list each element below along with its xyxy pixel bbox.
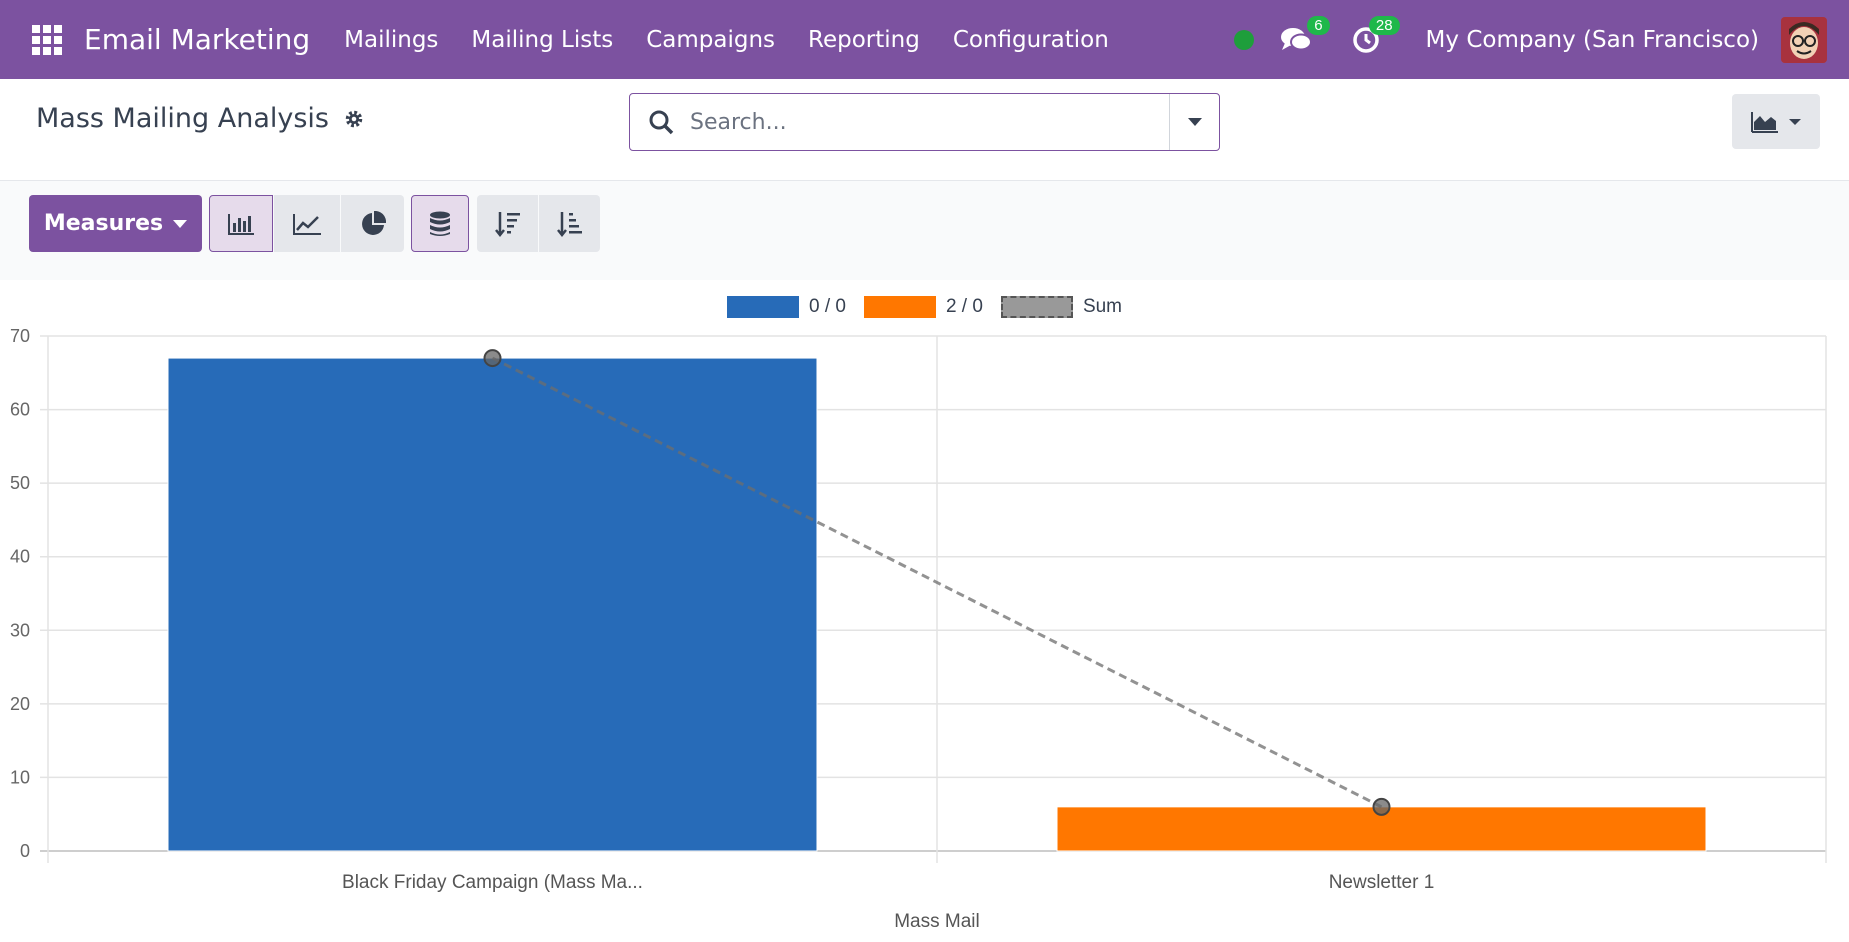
line-chart-icon xyxy=(293,213,321,235)
chart-legend: 0 / 0 2 / 0 Sum xyxy=(0,296,1849,318)
x-tick-label: Black Friday Campaign (Mass Ma... xyxy=(342,872,643,893)
search-input[interactable] xyxy=(690,109,1150,135)
messages-count-badge: 6 xyxy=(1307,15,1330,35)
sum-point[interactable] xyxy=(483,349,502,368)
navbar-systray: 6 28 My Company (San Francisco) xyxy=(1233,0,1849,79)
x-axis-title: Mass Mail xyxy=(894,911,980,932)
user-avatar[interactable] xyxy=(1781,16,1827,63)
bar-chart: 0 10 20 30 40 50 60 70 Black Friday Campaign (Ma… xyxy=(10,326,1827,932)
messages-button[interactable]: 6 xyxy=(1276,15,1330,60)
x-tick-label: Newsletter 1 xyxy=(1329,872,1435,893)
search-options-toggle[interactable] xyxy=(1169,94,1219,150)
activities-count-badge: 28 xyxy=(1368,15,1400,35)
view-switcher-button[interactable] xyxy=(1732,94,1820,149)
y-tick-label: 20 xyxy=(10,694,30,714)
y-tick-label: 60 xyxy=(10,400,30,420)
pie-chart-icon xyxy=(361,210,386,235)
bar-chart-icon xyxy=(228,213,254,235)
sort-descending-icon xyxy=(494,211,520,237)
presence-status-icon xyxy=(1233,29,1254,50)
chevron-down-icon xyxy=(1187,118,1202,126)
menu-campaigns[interactable]: Campaigns xyxy=(646,26,776,53)
y-tick-label: 10 xyxy=(10,767,30,787)
graph-view: 0 / 0 2 / 0 Sum 0 10 20 30 40 50 60 70 Black Fri… xyxy=(0,280,1849,942)
chat-icon xyxy=(1280,27,1312,50)
page-title: Mass Mailing Analysis xyxy=(36,103,365,134)
y-tick-label: 30 xyxy=(10,620,30,640)
y-tick-label: 40 xyxy=(10,547,30,567)
legend-label-series-1: 0 / 0 xyxy=(808,296,846,317)
legend-item-sum[interactable]: Sum xyxy=(1000,296,1123,318)
legend-item-series-1[interactable]: 0 / 0 xyxy=(726,296,846,318)
sum-point[interactable] xyxy=(1372,797,1391,816)
pie-chart-button[interactable] xyxy=(341,195,404,252)
clock-icon xyxy=(1352,26,1379,53)
chevron-down-icon xyxy=(1789,118,1801,125)
search-bar xyxy=(629,93,1220,151)
legend-swatch-series-2 xyxy=(863,296,936,318)
apps-grid-icon[interactable] xyxy=(32,24,62,55)
page-title-text: Mass Mailing Analysis xyxy=(36,103,329,134)
area-chart-icon xyxy=(1751,111,1778,133)
sort-ascending-icon xyxy=(556,211,582,237)
sort-descending-button[interactable] xyxy=(477,195,538,252)
app-title[interactable]: Email Marketing xyxy=(84,23,311,56)
measures-label: Measures xyxy=(43,211,164,236)
sort-ascending-button[interactable] xyxy=(539,195,600,252)
bar-chart-button[interactable] xyxy=(209,195,273,252)
menu-mailing-lists[interactable]: Mailing Lists xyxy=(471,26,614,53)
y-tick-label: 50 xyxy=(10,473,30,493)
measures-dropdown-button[interactable]: Measures xyxy=(29,195,202,252)
search-icon xyxy=(649,110,674,135)
activities-button[interactable]: 28 xyxy=(1346,15,1400,60)
control-panel: Mass Mailing Analysis xyxy=(0,79,1849,181)
menu-configuration[interactable]: Configuration xyxy=(952,26,1109,53)
sum-line xyxy=(491,356,1383,809)
menu-mailings[interactable]: Mailings xyxy=(344,26,439,53)
gear-icon[interactable] xyxy=(343,108,365,130)
legend-item-series-2[interactable]: 2 / 0 xyxy=(863,296,983,318)
y-tick-label: 0 xyxy=(20,841,30,861)
line-chart-button[interactable] xyxy=(274,195,340,252)
avatar-face-icon xyxy=(1781,16,1827,63)
bar-1-1[interactable] xyxy=(167,357,818,852)
top-navbar: Email Marketing Mailings Mailing Lists C… xyxy=(0,0,1849,79)
legend-swatch-sum xyxy=(1000,296,1073,318)
company-switcher[interactable]: My Company (San Francisco) xyxy=(1425,26,1759,53)
menu-reporting[interactable]: Reporting xyxy=(808,26,920,53)
stacked-toggle-button[interactable] xyxy=(411,195,469,252)
legend-label-series-2: 2 / 0 xyxy=(945,296,983,317)
caret-down-icon xyxy=(173,219,188,228)
legend-label-sum: Sum xyxy=(1082,296,1123,317)
y-tick-label: 70 xyxy=(10,326,30,346)
stacked-database-icon xyxy=(430,211,450,236)
legend-swatch-series-1 xyxy=(726,296,799,318)
graph-toolbar: Measures xyxy=(0,181,1849,280)
